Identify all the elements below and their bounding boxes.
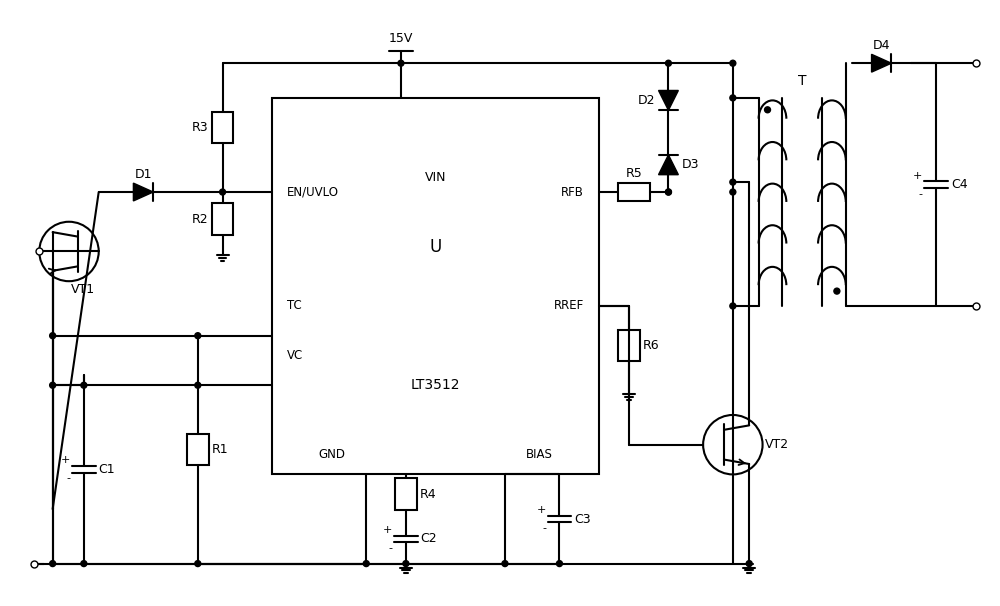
Circle shape <box>765 107 770 113</box>
Text: +: + <box>383 525 392 535</box>
Circle shape <box>834 288 840 294</box>
Text: C2: C2 <box>421 532 437 545</box>
Circle shape <box>502 561 508 567</box>
Circle shape <box>403 561 409 567</box>
Text: -: - <box>66 473 70 484</box>
Text: R1: R1 <box>212 443 229 456</box>
Text: +: + <box>913 170 923 181</box>
Circle shape <box>556 561 562 567</box>
Text: VT1: VT1 <box>71 283 95 296</box>
Text: -: - <box>919 188 923 199</box>
Text: R6: R6 <box>643 339 660 352</box>
Text: LT3512: LT3512 <box>411 378 460 392</box>
Polygon shape <box>133 183 153 201</box>
Circle shape <box>730 95 736 101</box>
Circle shape <box>665 189 671 195</box>
Bar <box>272 98 599 474</box>
Text: RFB: RFB <box>561 185 584 199</box>
Text: EN/UVLO: EN/UVLO <box>287 185 339 199</box>
Circle shape <box>195 382 201 388</box>
Text: VT2: VT2 <box>765 438 789 451</box>
Bar <box>187 434 209 465</box>
Text: R5: R5 <box>625 167 642 180</box>
Polygon shape <box>872 55 891 72</box>
Circle shape <box>746 561 752 567</box>
Circle shape <box>81 561 87 567</box>
Text: U: U <box>429 238 442 256</box>
Polygon shape <box>659 90 678 110</box>
Text: VIN: VIN <box>425 171 446 184</box>
Circle shape <box>220 189 226 195</box>
Text: -: - <box>542 523 546 533</box>
Circle shape <box>730 179 736 185</box>
Circle shape <box>665 60 671 66</box>
Text: GND: GND <box>318 448 345 461</box>
Circle shape <box>195 561 201 567</box>
Text: VC: VC <box>287 349 303 362</box>
Bar <box>618 330 640 361</box>
Text: R4: R4 <box>420 488 437 501</box>
Text: T: T <box>798 74 806 88</box>
Text: -: - <box>388 543 392 553</box>
Text: C3: C3 <box>574 513 591 525</box>
Circle shape <box>50 382 56 388</box>
Bar <box>395 478 417 510</box>
Bar <box>212 204 233 235</box>
Text: C4: C4 <box>951 178 967 191</box>
Circle shape <box>363 561 369 567</box>
Text: 15V: 15V <box>389 32 413 45</box>
Text: D1: D1 <box>135 168 152 181</box>
Bar <box>618 183 650 201</box>
Text: D3: D3 <box>682 158 699 171</box>
Circle shape <box>50 561 56 567</box>
Circle shape <box>730 189 736 195</box>
Bar <box>212 112 233 144</box>
Text: C1: C1 <box>99 463 115 476</box>
Polygon shape <box>659 155 678 175</box>
Text: BIAS: BIAS <box>526 448 553 461</box>
Text: R3: R3 <box>192 121 208 134</box>
Text: D2: D2 <box>638 94 655 107</box>
Circle shape <box>665 189 671 195</box>
Circle shape <box>398 60 404 66</box>
Text: R2: R2 <box>192 213 208 226</box>
Circle shape <box>730 303 736 309</box>
Text: D4: D4 <box>873 39 890 52</box>
Circle shape <box>81 382 87 388</box>
Text: TC: TC <box>287 299 302 313</box>
Circle shape <box>50 333 56 339</box>
Circle shape <box>730 60 736 66</box>
Text: RREF: RREF <box>554 299 584 313</box>
Text: +: + <box>61 456 70 465</box>
Circle shape <box>195 333 201 339</box>
Text: +: + <box>537 505 546 515</box>
